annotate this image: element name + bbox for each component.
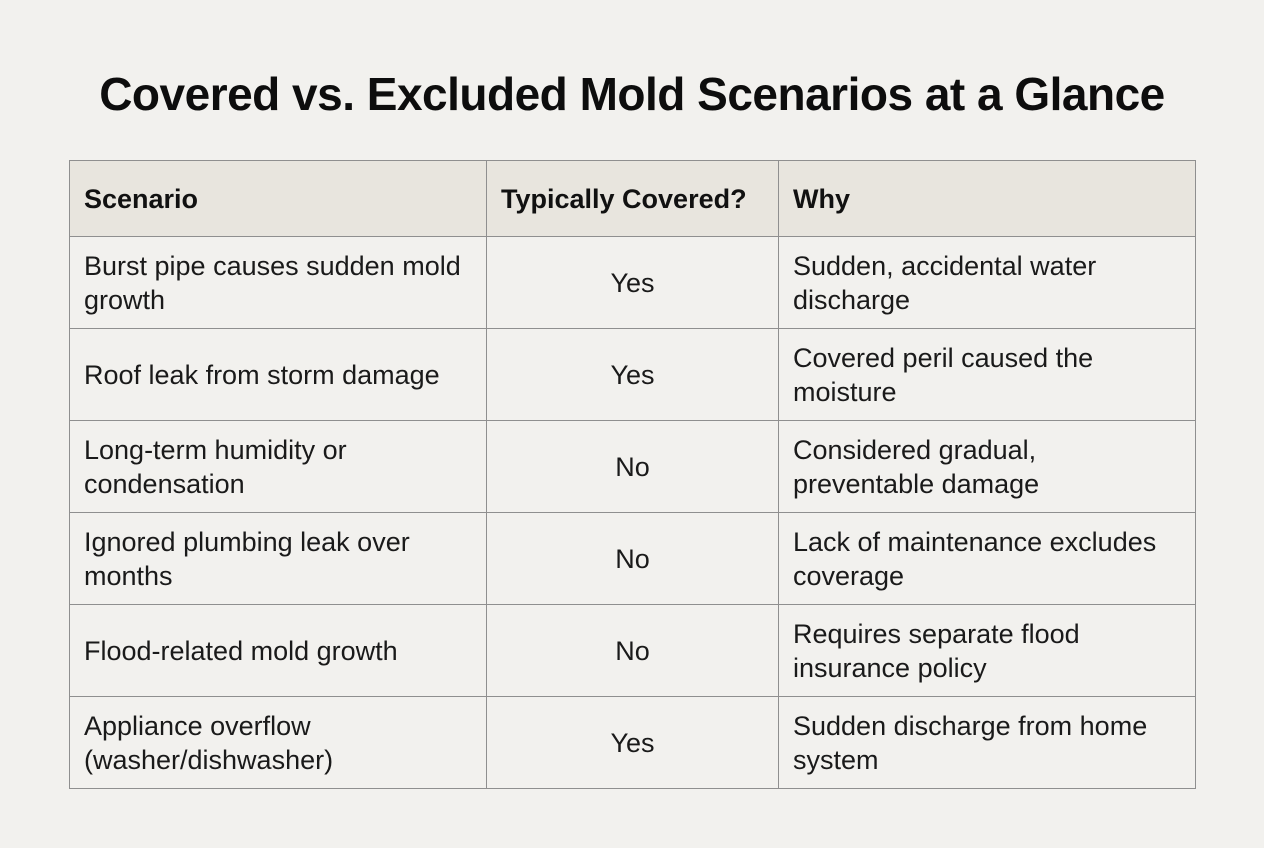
header-scenario: Scenario xyxy=(69,160,487,237)
table-row: Burst pipe causes sudden mold growth Yes… xyxy=(69,236,1196,329)
why-cell: Considered gradual, preventable damage xyxy=(778,420,1196,513)
header-typically-covered: Typically Covered? xyxy=(486,160,779,237)
scenario-cell: Burst pipe causes sudden mold growth xyxy=(69,236,487,329)
table-row: Flood-related mold growth No Requires se… xyxy=(69,604,1196,697)
table-row: Long-term humidity or condensation No Co… xyxy=(69,420,1196,513)
covered-cell: No xyxy=(486,604,779,697)
why-cell: Lack of maintenance excludes coverage xyxy=(778,512,1196,605)
scenario-cell: Ignored plumbing leak over months xyxy=(69,512,487,605)
scenario-cell: Roof leak from storm damage xyxy=(69,328,487,421)
table-header-row: Scenario Typically Covered? Why xyxy=(69,160,1196,237)
why-cell: Requires separate flood insurance policy xyxy=(778,604,1196,697)
covered-cell: Yes xyxy=(486,328,779,421)
covered-cell: No xyxy=(486,512,779,605)
table-row: Ignored plumbing leak over months No Lac… xyxy=(69,512,1196,605)
covered-cell: No xyxy=(486,420,779,513)
why-cell: Covered peril caused the moisture xyxy=(778,328,1196,421)
why-cell: Sudden, accidental water discharge xyxy=(778,236,1196,329)
scenario-cell: Appliance overflow (washer/dishwasher) xyxy=(69,696,487,789)
covered-cell: Yes xyxy=(486,236,779,329)
page-title: Covered vs. Excluded Mold Scenarios at a… xyxy=(99,68,1165,120)
scenario-cell: Long-term humidity or condensation xyxy=(69,420,487,513)
header-why: Why xyxy=(778,160,1196,237)
why-cell: Sudden discharge from home system xyxy=(778,696,1196,789)
scenario-cell: Flood-related mold growth xyxy=(69,604,487,697)
table-row: Roof leak from storm damage Yes Covered … xyxy=(69,328,1196,421)
table-row: Appliance overflow (washer/dishwasher) Y… xyxy=(69,696,1196,789)
coverage-table: Scenario Typically Covered? Why Burst pi… xyxy=(69,160,1196,789)
covered-cell: Yes xyxy=(486,696,779,789)
